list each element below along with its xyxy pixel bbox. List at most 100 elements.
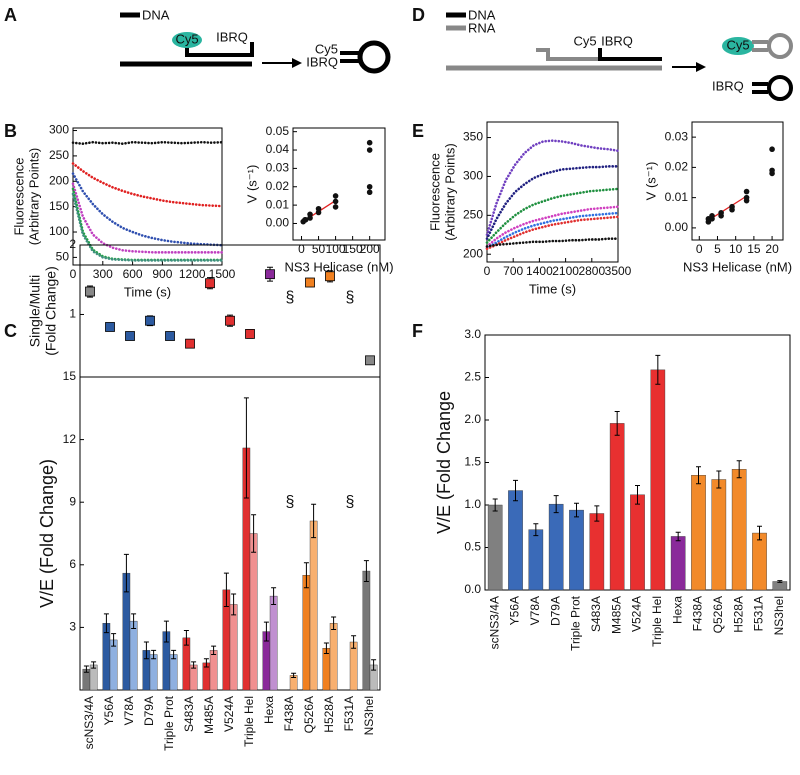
y-axis-label: (Arbitrary Points): [442, 143, 457, 241]
x-tick-label: 150: [343, 242, 363, 256]
error-bar: [211, 645, 217, 656]
x-tick-label: 600: [123, 267, 143, 281]
dye-label: Cy5: [726, 37, 749, 52]
bar: [229, 604, 238, 691]
y-tick-label: 2.5: [464, 370, 481, 384]
error-bar: [351, 635, 357, 649]
x-tick-label: 100: [326, 242, 346, 256]
point: [205, 278, 215, 289]
y-tick-label: 350: [463, 130, 483, 144]
x-tick-label: 900: [152, 267, 172, 281]
y-tick-label: 0.00: [665, 220, 689, 234]
key-label: RNA: [468, 20, 496, 35]
bar: [609, 423, 625, 591]
bar: [731, 469, 747, 591]
y-tick-label: 50: [56, 250, 70, 264]
y-axis-label: Single/Multi: [27, 275, 43, 347]
strand: [536, 48, 598, 61]
point: [332, 198, 339, 205]
bar: [349, 641, 358, 691]
bar: [650, 369, 666, 591]
x-axis-label: NS3 Helicase (nM): [683, 259, 792, 274]
annotation: §: [286, 289, 295, 306]
error-bar: [191, 661, 197, 669]
error-bar: [675, 531, 681, 542]
y-tick-label: 0.03: [266, 161, 290, 175]
bar: [302, 575, 311, 691]
category-label: Y56A: [508, 596, 522, 625]
category-label: H528A: [322, 696, 336, 733]
bar: [589, 513, 605, 591]
category-label: NS3hel: [772, 596, 786, 635]
error-bar: [251, 514, 257, 553]
category-label: M485A: [609, 596, 623, 634]
bar: [109, 639, 118, 691]
x-tick-label: 20: [765, 242, 779, 256]
error-bar: [553, 495, 559, 514]
plot-frame: [486, 121, 619, 263]
point: [325, 271, 335, 282]
category-label: V78A: [528, 596, 542, 625]
error-bar: [183, 630, 189, 646]
point: [245, 329, 255, 339]
dye: [722, 37, 754, 55]
x-tick-label: 0: [298, 242, 305, 256]
error-bar: [614, 411, 620, 436]
error-bar: [311, 503, 317, 539]
bar: [249, 533, 258, 691]
data-line: [485, 215, 620, 251]
bar: [569, 509, 584, 591]
panel-label: F: [412, 321, 423, 341]
point: [332, 204, 339, 210]
bar: [102, 623, 111, 691]
y-tick-label: 0.05: [266, 124, 290, 138]
x-tick-label: 10: [729, 242, 743, 256]
point: [366, 147, 373, 153]
bar: [189, 664, 198, 691]
point: [265, 269, 275, 280]
error-bar: [291, 672, 297, 678]
error-bar: [777, 580, 783, 583]
schematic-d: DNA RNA Cy5 IBRQ Cy5 IBRQ: [446, 7, 793, 101]
x-axis-label: Time (s): [124, 284, 171, 299]
y-tick-label: 15: [63, 369, 77, 383]
error-bar: [736, 460, 742, 479]
data-line: [71, 140, 224, 146]
y-tick-label: 3.0: [464, 327, 481, 341]
x-tick-label: 3500: [605, 264, 632, 278]
key-label: DNA: [468, 7, 496, 22]
error-bar: [492, 498, 498, 512]
y-tick-label: 6: [69, 557, 76, 571]
error-bar: [111, 633, 117, 647]
error-bar: [533, 523, 539, 537]
point: [769, 167, 775, 174]
y-tick-label: 2: [69, 237, 76, 251]
point: [145, 315, 155, 326]
error-bar: [696, 466, 701, 485]
bar: [329, 623, 338, 691]
category-label: F531A: [342, 696, 356, 731]
error-bar: [143, 641, 149, 660]
y-tick-label: 150: [49, 199, 69, 213]
x-axis-label: NS3 Helicase (nM): [284, 259, 393, 274]
category-label: F438A: [282, 696, 296, 731]
category-label: Triple Hel: [650, 596, 664, 647]
data-line: [485, 237, 620, 248]
bar: [630, 494, 645, 591]
point: [729, 203, 735, 210]
y-axis-label: V (s⁻¹): [643, 162, 658, 201]
category-label: F438A: [691, 596, 705, 631]
panel-label: A: [4, 5, 17, 25]
category-label: Hexa: [670, 596, 684, 624]
data-line: [71, 172, 224, 247]
error-bar: [363, 560, 369, 582]
y-tick-label: 0.02: [665, 160, 689, 174]
data-line: [485, 187, 620, 244]
bar: [169, 654, 178, 691]
error-bar: [163, 620, 169, 643]
bar: [322, 648, 331, 691]
point: [165, 331, 175, 341]
point: [302, 217, 309, 223]
point: [365, 355, 375, 366]
